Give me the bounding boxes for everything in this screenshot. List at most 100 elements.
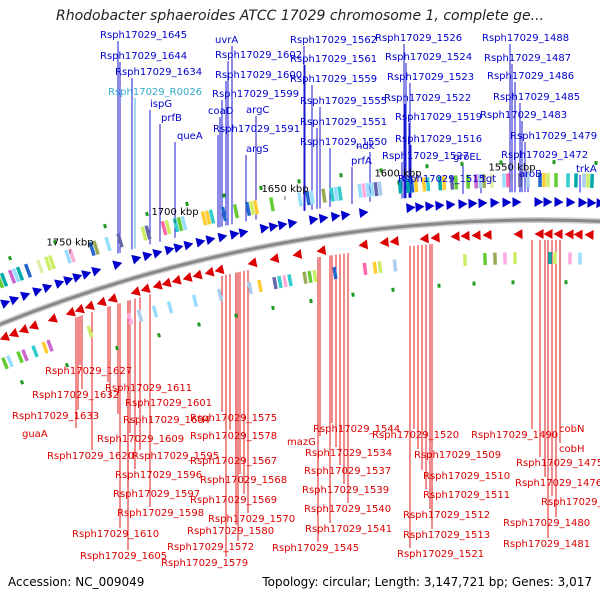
gene-label-bottom: Rsph17029_1611 <box>105 383 192 394</box>
outer-feature-block <box>453 175 459 190</box>
gene-label-top: Rsph17029_1524 <box>385 52 472 63</box>
gene-label-bottom: Rsph17029_1579 <box>161 558 248 569</box>
gene-label-bottom: mazG <box>287 437 316 448</box>
scale-label: 1650 kbp <box>261 184 308 195</box>
reverse-gene-arrow <box>107 293 118 303</box>
gene-label-bottom: Rsph17029_1627 <box>45 366 132 377</box>
outer-feature-block <box>506 173 510 188</box>
outer-feature-block <box>232 204 240 219</box>
outer-feature-block <box>244 201 252 217</box>
gene-label-top: Rsph17029_1483 <box>480 110 567 121</box>
outer-feature-block <box>481 174 487 189</box>
inner-feature-block <box>578 252 582 265</box>
outer-feature-block <box>252 200 260 215</box>
outer-feature-block <box>204 210 212 225</box>
reverse-gene-arrow <box>553 229 563 240</box>
outer-feature-block <box>490 173 494 188</box>
reverse-gene-arrow <box>74 303 85 314</box>
inner-feature-block <box>377 260 383 274</box>
inner-feature-block <box>553 252 557 265</box>
reverse-gene-arrow <box>161 277 172 288</box>
gene-label-bottom: Rsph17029_1537 <box>304 466 391 477</box>
gene-label-bottom: Rsph17029_1620 <box>47 451 134 462</box>
outer-marker <box>460 161 464 167</box>
reverse-gene-arrow <box>192 269 203 280</box>
gene-label-bottom: Rsph17029_1512 <box>403 510 490 521</box>
gene-label-bottom: Rsph17029_1569 <box>190 495 277 506</box>
gene-label-top: argC <box>246 105 269 116</box>
reverse-gene-arrow <box>8 327 20 338</box>
gene-label-top: Rsph17029_1526 <box>375 33 462 44</box>
gene-label-top: tgt <box>482 174 496 185</box>
gene-label-bottom: Rsph17029_1597 <box>113 489 200 500</box>
outer-feature-block <box>172 217 180 233</box>
inner-feature-block <box>191 294 199 308</box>
reverse-gene-arrow <box>140 283 151 293</box>
reverse-gene-arrow <box>389 235 399 246</box>
outer-feature-block <box>409 178 415 193</box>
reverse-gene-arrow <box>584 229 594 240</box>
forward-gene-arrow <box>195 237 206 248</box>
gene-label-top: Rsph17029_1472 <box>501 150 588 161</box>
outer-feature-block <box>369 182 375 197</box>
gene-label-bottom: Rsph17029_1570 <box>208 514 295 525</box>
outer-feature-block <box>586 173 590 188</box>
forward-gene-arrow <box>478 198 488 209</box>
outer-feature-block <box>140 226 148 241</box>
forward-gene-arrow <box>587 197 597 208</box>
outer-feature-block <box>164 219 172 235</box>
forward-gene-arrow <box>415 202 425 213</box>
gene-label-top: Rsph17029_1645 <box>100 30 187 41</box>
inner-feature-block <box>312 269 318 283</box>
outer-feature-block <box>566 173 570 188</box>
reverse-gene-arrow <box>65 306 76 317</box>
inner-feature-block <box>513 252 517 265</box>
outer-marker <box>339 173 343 178</box>
outer-marker <box>52 239 58 245</box>
outer-feature-block <box>116 233 124 248</box>
forward-gene-arrow <box>238 228 249 239</box>
gene-label-bottom: Rsph17029_1572 <box>167 542 254 553</box>
gene-label-bottom: Rsph17029_1539 <box>302 485 389 496</box>
gene-label-bottom: Rsph17029_1633 <box>12 411 99 422</box>
outer-marker <box>102 223 108 229</box>
scale-label: 1700 kbp <box>151 207 198 218</box>
inner-feature-block <box>136 309 144 323</box>
outer-marker <box>594 160 598 166</box>
inner-marker <box>114 345 120 351</box>
gene-label-top: Rsph17029_1551 <box>300 117 387 128</box>
outer-feature-block <box>200 211 208 226</box>
outer-feature-block <box>502 173 506 188</box>
outer-feature-block <box>538 173 542 187</box>
inner-marker <box>271 305 275 311</box>
inner-feature-block <box>216 288 224 301</box>
forward-gene-arrow <box>435 200 445 211</box>
gene-label-top: Rsph17029_R0026 <box>108 87 202 98</box>
outer-feature-block <box>305 191 311 206</box>
gene-label-top: uvrA <box>215 35 238 46</box>
inner-marker <box>391 287 395 292</box>
outer-feature-block <box>377 181 383 196</box>
inner-feature-block <box>462 253 468 267</box>
reverse-gene-arrow <box>292 249 303 259</box>
forward-gene-arrow <box>54 279 65 289</box>
inner-feature-block <box>272 276 278 290</box>
forward-gene-arrow <box>91 266 102 277</box>
reverse-gene-arrow <box>0 331 11 341</box>
inner-feature-block <box>1 357 9 370</box>
outer-feature-block <box>437 176 443 191</box>
inner-feature-block <box>151 305 159 318</box>
gene-label-top: groEL <box>453 152 482 163</box>
gene-label-top: Rsph17029_1634 <box>115 67 202 78</box>
gene-label-bottom: Rsph17029_1568 <box>200 475 287 486</box>
gene-label-bottom: Rsph17029_1476 <box>515 478 600 489</box>
gene-label-top: Rsph17029_1555 <box>300 96 387 107</box>
inner-feature-block <box>6 354 14 368</box>
reverse-gene-arrow <box>358 239 369 250</box>
forward-gene-arrow <box>287 218 298 229</box>
forward-gene-arrow <box>20 291 31 302</box>
inner-marker <box>64 362 70 368</box>
outer-feature-block <box>7 269 17 284</box>
outer-marker <box>499 160 503 165</box>
